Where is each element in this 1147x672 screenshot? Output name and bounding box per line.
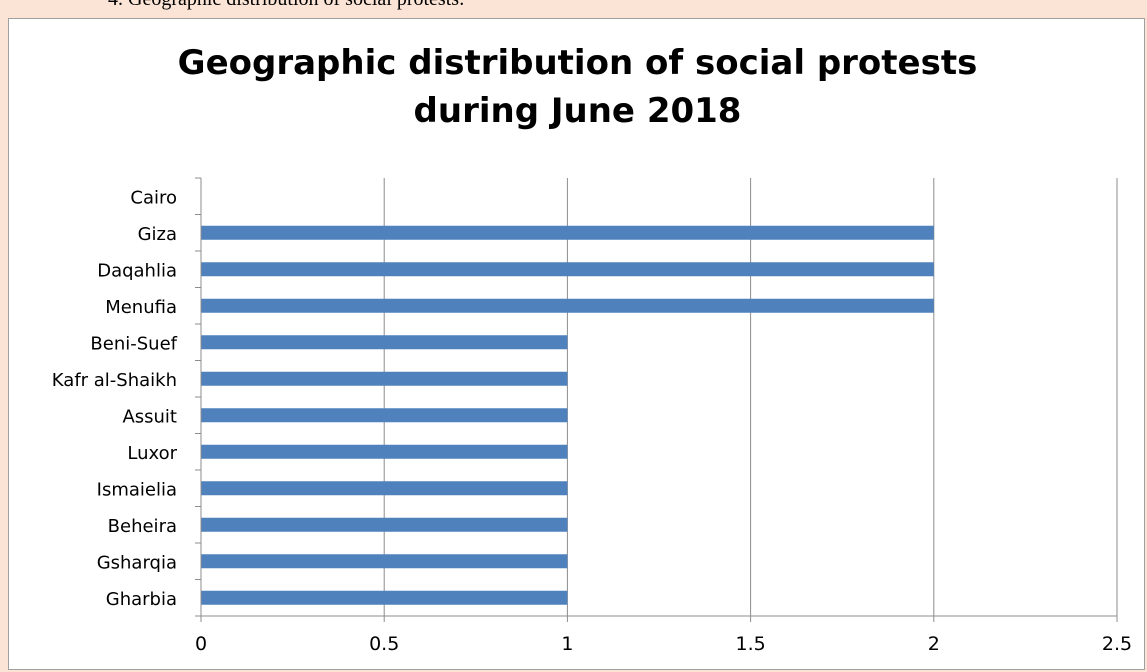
bar-beheira bbox=[201, 517, 568, 532]
y-category-label: Beheira bbox=[108, 516, 177, 537]
x-tick-label: 2.5 bbox=[1102, 633, 1132, 655]
chart-title-line-2: during June 2018 bbox=[413, 91, 742, 131]
bar-luxor bbox=[201, 444, 568, 459]
page-caption: 4. Geographic distribution of social pro… bbox=[108, 0, 465, 11]
x-tick-label: 1 bbox=[561, 633, 573, 655]
x-tick-label: 0 bbox=[195, 633, 207, 655]
y-category-label: Menufia bbox=[105, 297, 177, 318]
bar-ismaielia bbox=[201, 481, 568, 496]
y-category-label: Gharbia bbox=[106, 589, 177, 610]
y-category-label: Luxor bbox=[127, 443, 177, 464]
bar-gsharqia bbox=[201, 554, 568, 569]
x-tick-label: 0.5 bbox=[369, 633, 399, 655]
y-category-label: Cairo bbox=[130, 187, 177, 208]
bar-chart: 0 0.5 1 1.5 2 2.5 Cairo Giza Daqahlia Menufia Beni… bbox=[52, 177, 1132, 655]
bar-daqahlia bbox=[201, 262, 934, 277]
bar-beni-suef bbox=[201, 335, 568, 350]
y-category-label: Giza bbox=[138, 224, 177, 245]
bar-kafr-al-shaikh bbox=[201, 371, 568, 386]
y-category-label: Assuit bbox=[122, 406, 177, 427]
x-tick-label: 2 bbox=[928, 633, 940, 655]
bar-giza bbox=[201, 225, 934, 240]
y-category-label: Ismaielia bbox=[97, 479, 177, 500]
chart-frame: Geographic distribution of social protes… bbox=[8, 18, 1145, 670]
x-tick-label: 1.5 bbox=[735, 633, 765, 655]
y-category-label: Daqahlia bbox=[97, 260, 177, 281]
bar-assuit bbox=[201, 408, 568, 423]
y-category-label: Beni-Suef bbox=[90, 333, 177, 354]
chart-title: Geographic distribution of social protes… bbox=[9, 39, 1146, 135]
bar-menufia bbox=[201, 298, 934, 313]
y-category-label: Kafr al-Shaikh bbox=[52, 370, 177, 391]
bar-gharbia bbox=[201, 590, 568, 605]
chart-title-line-1: Geographic distribution of social protes… bbox=[177, 43, 978, 83]
y-category-label: Gsharqia bbox=[97, 552, 177, 573]
